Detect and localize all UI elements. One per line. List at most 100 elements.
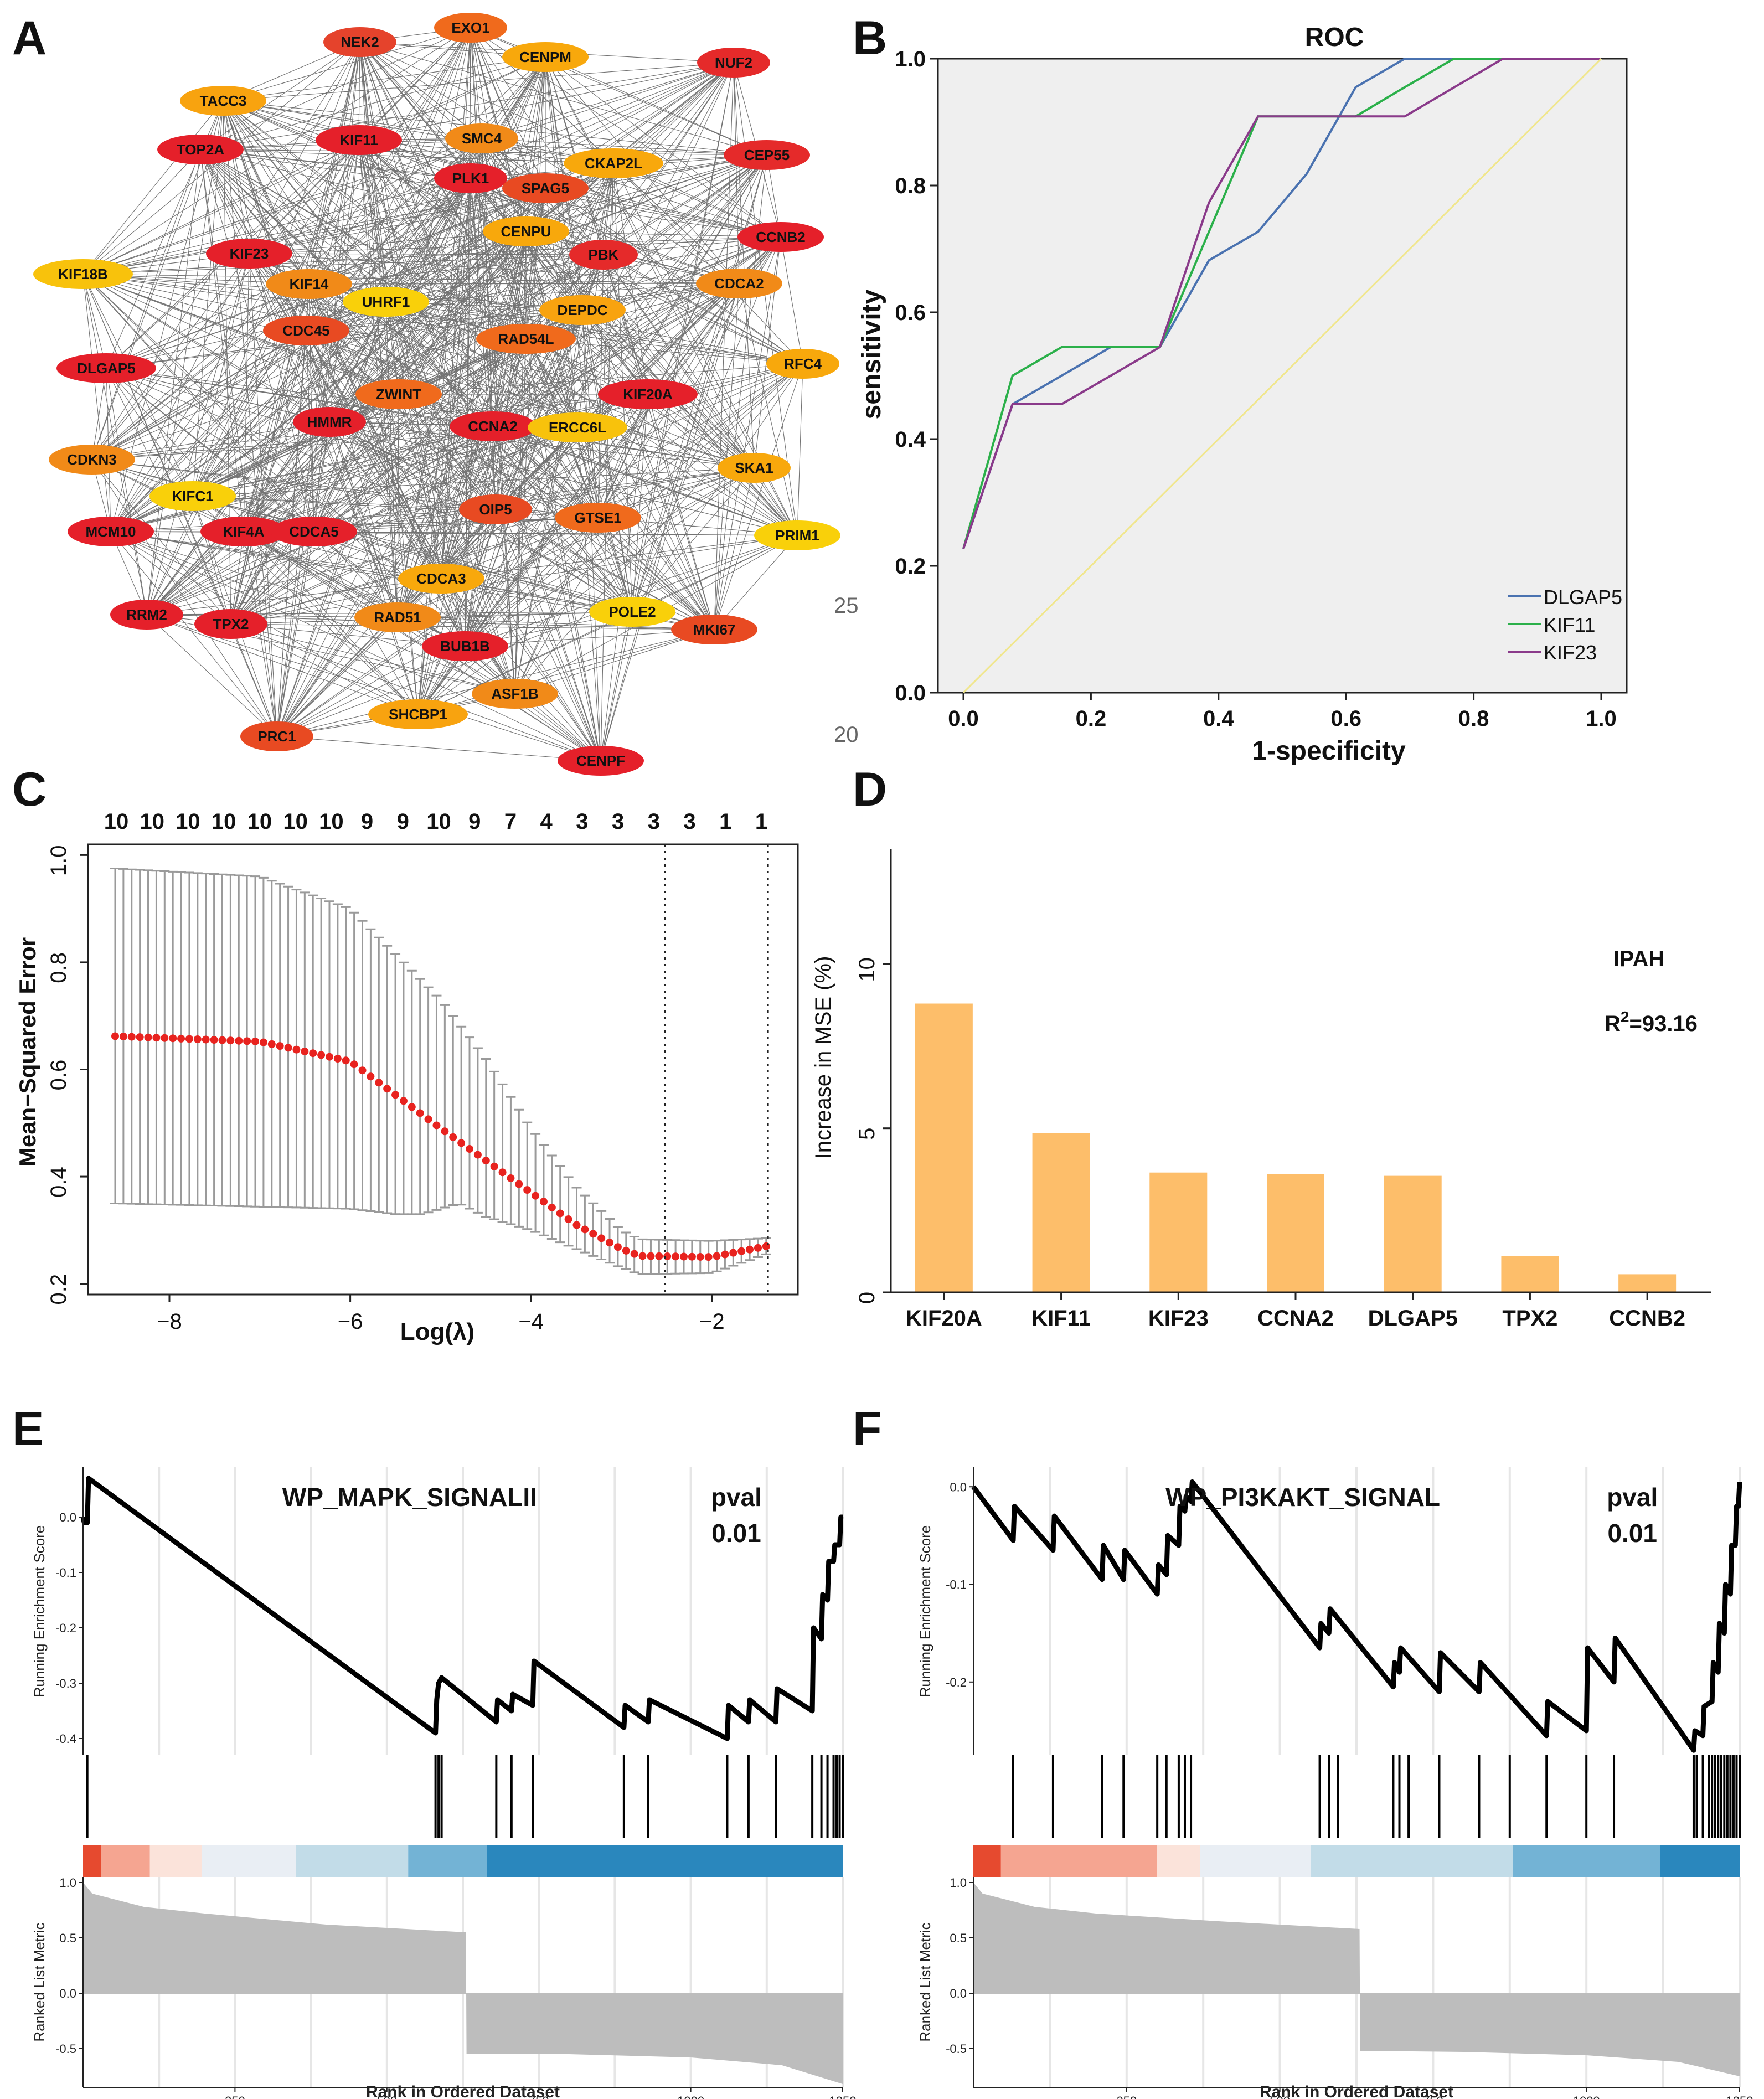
- panel-letter-d: D: [853, 763, 887, 816]
- gsea-heat-band: [1000, 1845, 1158, 1877]
- gsea-x-tick-label: 250: [225, 2094, 245, 2099]
- lasso-error-bars: [110, 868, 771, 1275]
- network-node-label: PLK1: [452, 170, 489, 187]
- gsea-heat-band: [149, 1845, 202, 1877]
- network-node-shape: [724, 140, 810, 170]
- importance-x-tick-label: TPX2: [1502, 1306, 1557, 1330]
- network-node-label: BUB1B: [440, 638, 490, 654]
- network-node-shape: [240, 721, 313, 751]
- network-node-label: CDKN3: [67, 451, 117, 468]
- lasso-point: [597, 1234, 606, 1242]
- gsea-metric-tick-label: 0.0: [59, 1987, 76, 2000]
- lasso-points: [111, 1032, 770, 1261]
- lasso-top-count: 10: [426, 809, 451, 834]
- roc-legend-label: KIF11: [1544, 613, 1595, 636]
- gsea-heat-band: [1200, 1845, 1311, 1877]
- lasso-point: [704, 1253, 713, 1261]
- lasso-x-tick-label: −4: [518, 1309, 544, 1334]
- lasso-point: [309, 1049, 317, 1058]
- importance-y-tick-label: 0: [855, 1292, 879, 1304]
- network-node-shape: [68, 517, 154, 546]
- lasso-plot-area: [87, 843, 799, 1296]
- lasso-point: [119, 1033, 127, 1041]
- importance-axes: 0 5 10 KIF20A KIF11 KIF23 CCNA2 DLGAP5 TPX2 CCNB2: [855, 849, 1711, 1330]
- lasso-y-tick-label: 0.6: [47, 1060, 71, 1091]
- lasso-point: [391, 1091, 400, 1099]
- network-node: RAD54L: [476, 324, 576, 354]
- lasso-point: [226, 1036, 235, 1045]
- gsea-metric-label: Ranked List Metric: [917, 1922, 933, 2041]
- gsea-enrichment-curve: [971, 1479, 1742, 1753]
- lasso-point: [737, 1247, 746, 1255]
- importance-panel: 0 5 10 KIF20A KIF11 KIF23 CCNA2 DLGAP5 TPX2 CCNB2…: [811, 849, 1711, 1330]
- lasso-point: [399, 1097, 408, 1105]
- r-squared-r: R: [1605, 1012, 1621, 1036]
- lasso-point: [144, 1033, 152, 1041]
- gsea-pval-label: pval: [711, 1483, 762, 1512]
- network-node: CENPM: [502, 42, 589, 72]
- roc-y-axis: 0.0 0.2 0.4 0.6 0.8 1.0: [895, 47, 938, 705]
- gsea-x-tick-label: 1000: [1573, 2094, 1600, 2099]
- gsea-heat-band: [296, 1845, 409, 1877]
- lasso-point: [358, 1066, 367, 1075]
- panel-letter-f: F: [853, 1402, 882, 1456]
- lasso-top-count: 3: [612, 809, 624, 834]
- network-node: CCNA2: [450, 411, 536, 441]
- gsea-x-tick-label: 1250: [829, 2094, 857, 2099]
- network-node-shape: [422, 631, 508, 661]
- gsea-heat-band: [202, 1845, 296, 1877]
- lasso-top-count: 1: [755, 809, 767, 834]
- importance-bar: [1267, 1174, 1324, 1292]
- network-node-shape: [598, 379, 698, 409]
- lasso-point: [713, 1252, 721, 1260]
- network-node-shape: [398, 564, 484, 594]
- lasso-point: [721, 1250, 729, 1259]
- gsea-x-tick-label: 750: [529, 2094, 549, 2099]
- importance-x-tick-label: KIF23: [1148, 1306, 1209, 1330]
- network-node-shape: [157, 135, 244, 164]
- lasso-point: [251, 1037, 260, 1045]
- network-node-shape: [528, 412, 627, 442]
- network-node-label: SKA1: [735, 460, 773, 476]
- roc-y-tick-label: 0.4: [895, 427, 926, 452]
- network-node: GTSE1: [555, 503, 641, 533]
- roc-x-tick-label: 1.0: [1586, 706, 1617, 731]
- network-node-shape: [49, 445, 135, 475]
- network-node-label: CDCA5: [289, 523, 339, 540]
- lasso-top-count: 7: [504, 809, 517, 834]
- network-node-label: TACC3: [200, 92, 247, 109]
- lasso-point: [218, 1036, 226, 1044]
- gsea-heat-band: [101, 1845, 150, 1877]
- importance-y-tick-label: 10: [855, 957, 879, 982]
- lasso-top-count: 4: [540, 809, 553, 834]
- lasso-point: [185, 1035, 193, 1043]
- roc-x-axis: 0.0 0.2 0.4 0.6 0.8 1.0: [948, 693, 1617, 731]
- network-node-label: KIF14: [290, 276, 329, 292]
- panel-letter-c: C: [12, 763, 47, 816]
- gsea-y-tick-label: 0.0: [950, 1480, 967, 1494]
- network-node-shape: [502, 173, 589, 203]
- roc-y-tick-label: 0.0: [895, 681, 926, 705]
- network-node-shape: [266, 269, 352, 299]
- gsea-x-label: Rank in Ordered Dataset: [1260, 2083, 1453, 2099]
- network-node-label: EXO1: [451, 19, 489, 36]
- network-node-shape: [263, 316, 349, 345]
- network-node: CDKN3: [49, 445, 135, 475]
- gsea-x-tick-label: 1000: [677, 2094, 704, 2099]
- network-node-shape: [696, 269, 782, 298]
- gsea-y-tick-label: -0.1: [55, 1566, 76, 1580]
- network-node: KIF23: [206, 239, 292, 269]
- network-node-shape: [539, 295, 626, 325]
- network-node: PLK1: [434, 163, 507, 193]
- network-node: TACC3: [180, 86, 266, 116]
- network-node-shape: [194, 609, 267, 639]
- lasso-point: [622, 1246, 630, 1255]
- network-node-shape: [564, 148, 663, 178]
- roc-panel: ROC 0.0 0.2 0.4 0.6 0.8 1.0 0.0 0.2 0.4 0.6 0.8 1.…: [857, 23, 1628, 766]
- network-node-label: CCNA2: [468, 418, 518, 435]
- lasso-point: [523, 1186, 532, 1194]
- network-node: NEK2: [323, 27, 396, 57]
- network-node-shape: [354, 602, 441, 632]
- gsea-y-tick-label: -0.4: [55, 1732, 76, 1746]
- network-node-label: RFC4: [784, 355, 822, 372]
